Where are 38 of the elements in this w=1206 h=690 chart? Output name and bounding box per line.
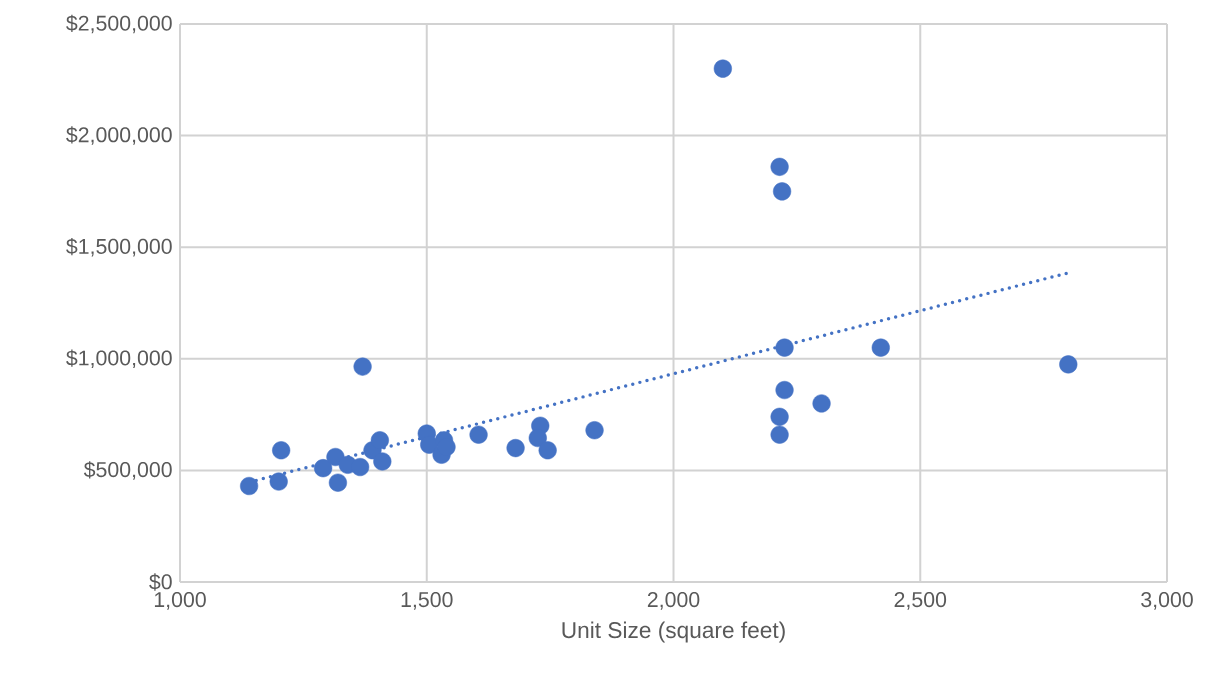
- point: [272, 441, 291, 460]
- point: [370, 431, 389, 450]
- y-tick-label: $0: [149, 573, 172, 591]
- point: [328, 473, 347, 492]
- point: [585, 421, 604, 440]
- point: [269, 472, 288, 491]
- point: [770, 157, 789, 176]
- point: [420, 435, 439, 454]
- point: [506, 439, 525, 458]
- point: [775, 338, 794, 357]
- point: [314, 459, 333, 478]
- y-tick-label: $1,000,000: [66, 349, 172, 369]
- point: [373, 452, 392, 471]
- point: [240, 476, 259, 496]
- point: [812, 394, 831, 413]
- x-tick-label: 2,500: [894, 592, 947, 610]
- point: [469, 425, 488, 444]
- x-tick-label: 3,000: [1141, 592, 1193, 610]
- y-tick-label: $1,500,000: [66, 237, 172, 257]
- x-tick-label: 2,000: [647, 592, 700, 610]
- point: [871, 338, 890, 357]
- y-tick-label: $2,500,000: [66, 14, 172, 34]
- point: [326, 447, 345, 467]
- point: [353, 357, 372, 376]
- point: [538, 441, 557, 460]
- point: [770, 407, 789, 426]
- point: [773, 182, 792, 201]
- point: [775, 380, 794, 400]
- point: [351, 457, 370, 477]
- point: [1059, 355, 1078, 374]
- x-tick-label: 1,000: [154, 592, 206, 610]
- x-axis-title: Unit Size (square feet): [562, 621, 785, 643]
- x-tick-label: 1,500: [401, 592, 453, 610]
- y-tick-label: $500,000: [83, 461, 172, 480]
- point: [770, 425, 789, 444]
- point: [713, 59, 732, 78]
- y-tick-label: $2,000,000: [66, 126, 172, 145]
- point: [528, 428, 547, 448]
